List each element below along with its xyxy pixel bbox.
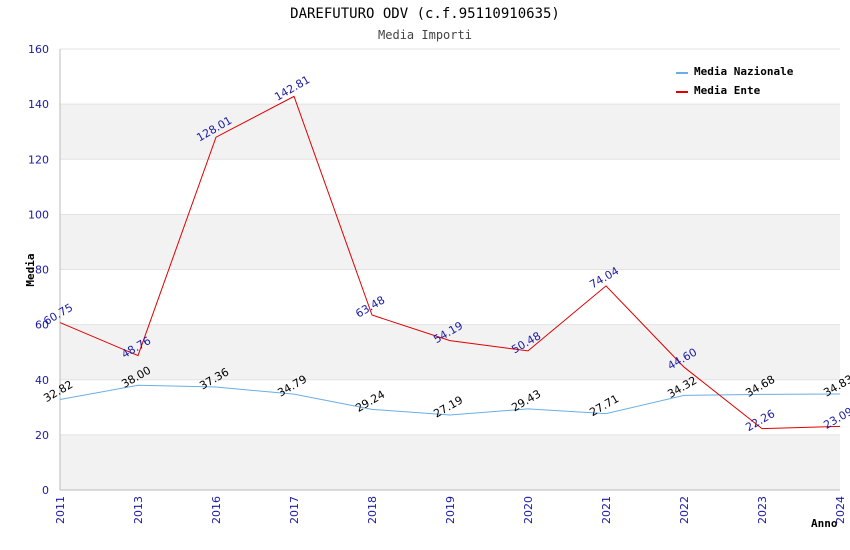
chart-title: DAREFUTURO ODV (c.f.95110910635) — [290, 6, 560, 22]
x-tick-label: 2020 — [522, 496, 535, 524]
y-tick-label: 120 — [28, 153, 49, 166]
x-tick-label: 2021 — [600, 496, 613, 524]
data-label: 29.24 — [353, 388, 387, 415]
y-tick-label: 40 — [35, 374, 49, 387]
legend-box — [670, 60, 809, 101]
x-tick-label: 2011 — [54, 496, 67, 524]
data-label: 27.19 — [431, 394, 465, 421]
legend-label-media-nazionale: Media Nazionale — [694, 65, 794, 78]
data-label: 22.26 — [743, 407, 777, 434]
data-label: 29.43 — [509, 387, 543, 414]
series-line-media-ente — [59, 95, 841, 430]
data-label: 23.09 — [821, 405, 850, 432]
plot-bands — [60, 104, 840, 490]
legend-label-media-ente: Media Ente — [694, 84, 761, 97]
x-axis-label: Anno — [811, 517, 838, 530]
x-tick-label: 2024 — [834, 496, 847, 524]
x-tick-label: 2022 — [678, 496, 691, 524]
y-tick-label: 160 — [28, 43, 49, 56]
y-tick-label: 140 — [28, 98, 49, 111]
y-tick-label: 100 — [28, 208, 49, 221]
x-tick-label: 2013 — [132, 496, 145, 524]
series-lines — [59, 95, 841, 430]
x-tick-label: 2017 — [288, 496, 301, 524]
y-tick-label: 20 — [35, 429, 49, 442]
plot-band — [60, 104, 840, 160]
y-tick-label: 60 — [35, 319, 49, 332]
data-label: 27.71 — [587, 392, 621, 419]
y-tick-labels: 0 20 40 60 80 100 120 140 160 — [28, 43, 49, 497]
data-label: 63.48 — [353, 293, 387, 320]
y-tick-label: 0 — [42, 484, 49, 497]
x-tick-label: 2016 — [210, 496, 223, 524]
plot-band — [60, 214, 840, 270]
chart-subtitle: Media Importi — [378, 28, 472, 42]
y-tick-label: 80 — [35, 264, 49, 277]
plot-band — [60, 434, 840, 490]
x-tick-label: 2019 — [444, 496, 457, 524]
x-tick-labels: 2011 2013 2016 2017 2018 2019 2020 2021 2022 2023… — [54, 496, 847, 524]
series-line-media-nazionale — [59, 384, 841, 416]
legend: Media Nazionale Media Ente — [670, 60, 809, 101]
data-label: 60.75 — [41, 301, 75, 328]
y-axis-label: Media — [24, 253, 37, 286]
x-tick-label: 2023 — [756, 496, 769, 524]
x-tick-label: 2018 — [366, 496, 379, 524]
data-label: 142.81 — [272, 73, 312, 104]
plot-band — [60, 324, 840, 380]
